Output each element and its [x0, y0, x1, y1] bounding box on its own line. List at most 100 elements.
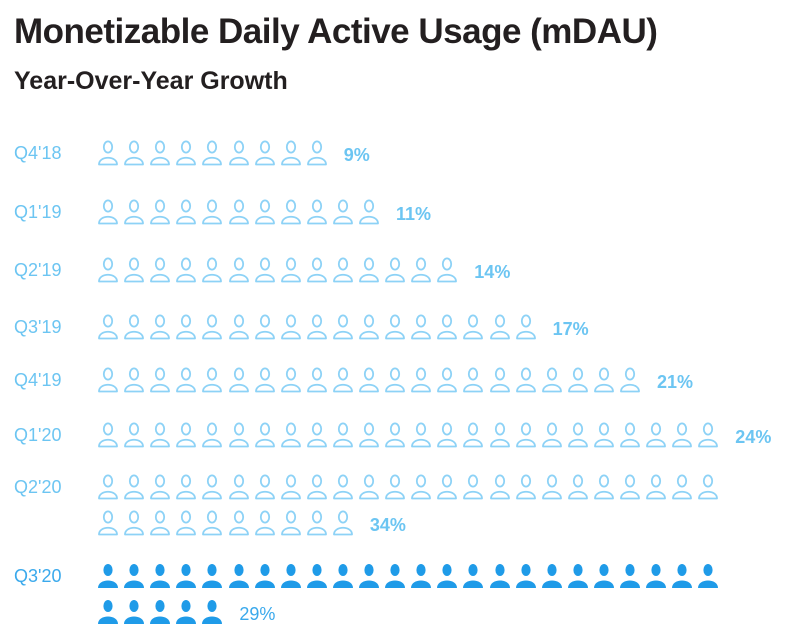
person-icon [384, 563, 406, 589]
person-icon [149, 257, 171, 283]
person-icon [97, 563, 119, 589]
person-icon [123, 474, 145, 500]
person-icon [201, 257, 223, 283]
person-icon [489, 314, 511, 340]
person-icon [489, 474, 511, 500]
chart-subtitle: Year-Over-Year Growth [14, 67, 288, 95]
person-icon [149, 199, 171, 225]
person-icon [306, 257, 328, 283]
row-label: Q3'19 [14, 317, 62, 337]
person-icon [541, 422, 563, 448]
row-label: Q3'20 [14, 566, 62, 586]
person-icon [515, 314, 537, 340]
person-icon [306, 367, 328, 393]
value-label: 24% [735, 427, 772, 447]
person-icon [384, 422, 406, 448]
person-icon [384, 474, 406, 500]
person-icon [123, 257, 145, 283]
person-icon [175, 510, 197, 536]
person-icon [384, 314, 406, 340]
person-icon [358, 314, 380, 340]
person-icon [254, 422, 276, 448]
person-icon [410, 563, 432, 589]
person-icon [515, 367, 537, 393]
person-icon [593, 422, 615, 448]
person-icon [332, 257, 354, 283]
person-icon [410, 367, 432, 393]
person-icon [541, 474, 563, 500]
person-icon [489, 367, 511, 393]
person-icon [541, 563, 563, 589]
person-icon [306, 510, 328, 536]
person-icon [489, 422, 511, 448]
person-icon [149, 474, 171, 500]
person-icon [332, 510, 354, 536]
person-icon [228, 563, 250, 589]
person-icon [123, 599, 145, 625]
person-icon [332, 474, 354, 500]
person-icon [462, 474, 484, 500]
person-icon [436, 367, 458, 393]
person-icon [358, 474, 380, 500]
person-icon [645, 422, 667, 448]
person-icon [201, 199, 223, 225]
person-icon [254, 510, 276, 536]
person-icon [410, 474, 432, 500]
person-icon [541, 367, 563, 393]
person-icon [358, 422, 380, 448]
person-icon [123, 140, 145, 166]
person-icon [567, 422, 589, 448]
person-icon [254, 199, 276, 225]
person-icon [97, 510, 119, 536]
person-icon [280, 474, 302, 500]
person-icon [332, 199, 354, 225]
person-icon [593, 367, 615, 393]
row-label: Q1'20 [14, 425, 62, 445]
person-icon [384, 257, 406, 283]
person-icon [567, 474, 589, 500]
person-icon [97, 474, 119, 500]
person-icon [201, 563, 223, 589]
person-icon [332, 563, 354, 589]
person-icon [515, 474, 537, 500]
person-icon [436, 314, 458, 340]
person-icon [306, 563, 328, 589]
person-icon [697, 474, 719, 500]
person-icon [149, 510, 171, 536]
person-icon [149, 563, 171, 589]
person-icon [254, 563, 276, 589]
person-icon [149, 140, 171, 166]
person-icon [436, 474, 458, 500]
person-icon [462, 422, 484, 448]
row-label: Q2'20 [14, 477, 62, 497]
person-icon [280, 510, 302, 536]
person-icon [254, 257, 276, 283]
person-icon [358, 257, 380, 283]
person-icon [280, 140, 302, 166]
person-icon [228, 140, 250, 166]
person-icon [201, 599, 223, 625]
person-icon [97, 257, 119, 283]
person-icon [175, 140, 197, 166]
person-icon [697, 422, 719, 448]
person-icon [228, 510, 250, 536]
person-icon [175, 314, 197, 340]
person-icon [358, 199, 380, 225]
person-icon [306, 199, 328, 225]
person-icon [567, 563, 589, 589]
person-icon [306, 314, 328, 340]
person-icon [123, 422, 145, 448]
person-icon [462, 563, 484, 589]
person-icon [280, 422, 302, 448]
person-icon [332, 422, 354, 448]
person-icon [619, 367, 641, 393]
person-icon [410, 422, 432, 448]
person-icon [697, 563, 719, 589]
person-icon [175, 367, 197, 393]
person-icon [645, 474, 667, 500]
person-icon [228, 474, 250, 500]
person-icon [410, 257, 432, 283]
person-icon [228, 199, 250, 225]
person-icon [123, 510, 145, 536]
